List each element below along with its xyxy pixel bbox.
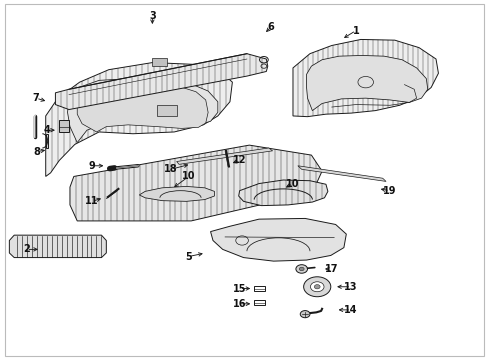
Text: 6: 6 [267,22,274,32]
Text: 11: 11 [85,196,98,206]
Polygon shape [297,166,386,181]
Text: 19: 19 [383,186,396,196]
Polygon shape [306,55,427,111]
Text: 3: 3 [149,11,156,21]
Text: 17: 17 [325,264,338,274]
Text: 10: 10 [182,171,195,181]
Text: 2: 2 [23,244,30,255]
Text: 16: 16 [232,299,246,309]
Polygon shape [157,105,176,116]
Text: 4: 4 [43,125,50,135]
Polygon shape [292,40,438,117]
Circle shape [295,265,307,273]
Polygon shape [67,78,217,143]
FancyBboxPatch shape [254,300,264,305]
Text: 10: 10 [285,179,299,189]
Text: 14: 14 [344,305,357,315]
Text: 13: 13 [344,282,357,292]
Polygon shape [77,84,208,132]
Text: 7: 7 [33,93,40,103]
Text: 8: 8 [34,147,41,157]
Circle shape [299,267,304,271]
Polygon shape [9,235,106,257]
Text: 5: 5 [185,252,192,261]
FancyBboxPatch shape [254,286,264,291]
Polygon shape [59,120,69,132]
Polygon shape [55,54,267,109]
Polygon shape [139,186,214,201]
Text: 12: 12 [232,156,246,166]
Polygon shape [45,63,232,176]
Text: 18: 18 [163,164,177,174]
Polygon shape [45,134,48,148]
Circle shape [310,282,324,292]
Text: 15: 15 [232,284,246,293]
Polygon shape [238,180,327,206]
Polygon shape [176,148,272,165]
Circle shape [314,285,320,289]
Text: 9: 9 [88,161,95,171]
Text: 1: 1 [352,26,359,36]
Polygon shape [70,145,322,221]
Circle shape [303,277,330,297]
Polygon shape [152,58,166,66]
Circle shape [300,311,309,318]
Polygon shape [210,219,346,261]
